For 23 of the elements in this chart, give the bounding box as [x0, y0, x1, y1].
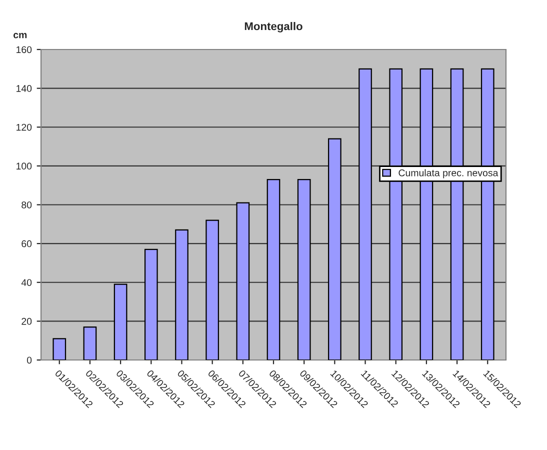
- y-tick-label: 140: [16, 85, 32, 92]
- legend-label: Cumulata prec. nevosa: [398, 169, 498, 178]
- y-tick-label: 160: [16, 46, 32, 54]
- y-tick-label: 120: [16, 124, 32, 131]
- bar: [114, 284, 128, 360]
- y-axis-title: cm: [14, 32, 27, 38]
- y-tick-label: 80: [22, 201, 32, 208]
- y-tick-label: 20: [22, 318, 32, 325]
- bar: [297, 178, 311, 360]
- bar: [175, 229, 188, 360]
- bar: [266, 178, 280, 360]
- bar: [144, 248, 158, 360]
- y-tick-label: 40: [21, 279, 32, 286]
- bar: [328, 138, 342, 360]
- chart-title: Montegallo: [244, 22, 302, 32]
- bar: [83, 326, 97, 360]
- bar: [358, 68, 372, 360]
- bar: [236, 202, 250, 360]
- bar: [206, 220, 219, 360]
- bar: [52, 338, 66, 360]
- y-tick-label: 100: [16, 162, 32, 170]
- y-tick-label: 0: [26, 356, 32, 364]
- y-tick-label: 60: [22, 240, 32, 248]
